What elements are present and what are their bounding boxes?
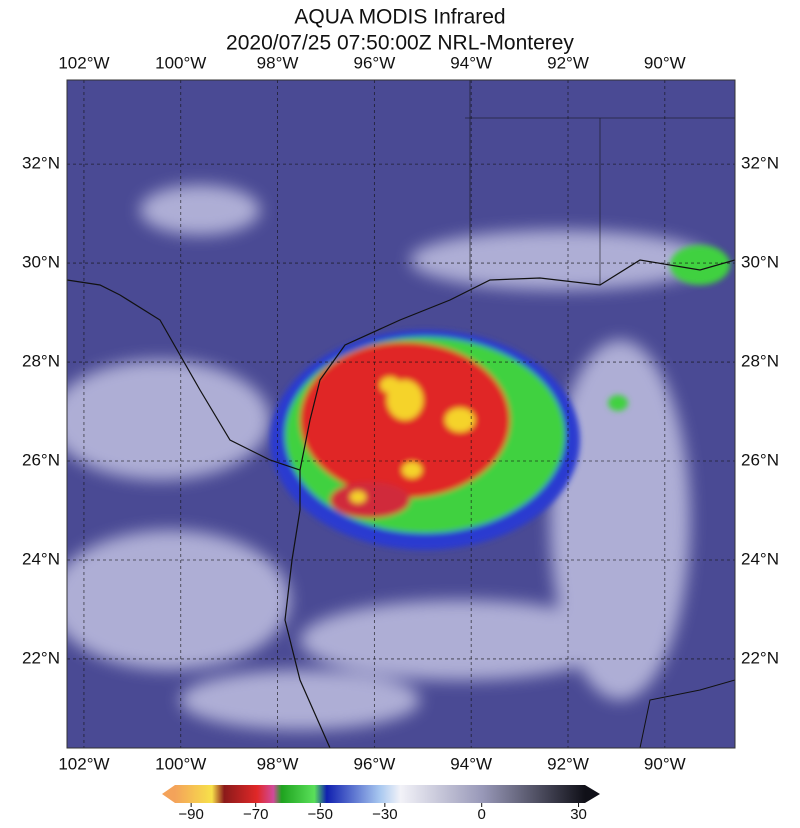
colorbar-tick-label: −30 (372, 806, 397, 823)
lon-label-bottom: 102°W (58, 754, 109, 773)
lon-label-bottom: 92°W (547, 754, 589, 773)
colorbar-tick-label: −90 (178, 806, 203, 823)
lon-label-bottom: 100°W (155, 754, 206, 773)
lon-label-bottom: 98°W (257, 754, 299, 773)
lon-label-top: 92°W (547, 53, 589, 72)
lat-label-left: 22°N (22, 648, 60, 667)
title: AQUA MODIS Infrared (294, 6, 505, 29)
lon-label-bottom: 90°W (644, 754, 686, 773)
lat-label-left: 30°N (22, 253, 60, 272)
lon-label-bottom: 96°W (353, 754, 395, 773)
subtitle: 2020/07/25 07:50:00Z NRL-Monterey (226, 32, 574, 55)
colorbar-tick-label: −70 (243, 806, 268, 823)
map-frame (66, 79, 736, 749)
colorbar-arrow-low (162, 785, 175, 803)
lat-label-right: 26°N (741, 450, 779, 469)
lat-label-left: 26°N (22, 450, 60, 469)
lon-label-top: 102°W (58, 53, 109, 72)
lat-label-left: 24°N (22, 549, 60, 568)
satellite-image (67, 80, 735, 748)
colorbar-tick-label: −50 (308, 806, 333, 823)
lat-label-right: 32°N (741, 154, 779, 173)
lon-label-top: 98°W (257, 53, 299, 72)
colorbar-arrow-high (585, 785, 600, 803)
lon-label-top: 100°W (155, 53, 206, 72)
lon-label-top: 96°W (353, 53, 395, 72)
lon-label-bottom: 94°W (450, 754, 492, 773)
lat-label-left: 32°N (22, 154, 60, 173)
colorbar-tick-label: 30 (570, 806, 587, 823)
lon-label-top: 94°W (450, 53, 492, 72)
lat-label-left: 28°N (22, 352, 60, 371)
lat-label-right: 24°N (741, 549, 779, 568)
colorbar (175, 785, 585, 803)
lat-label-right: 28°N (741, 352, 779, 371)
lat-label-right: 22°N (741, 648, 779, 667)
lat-label-right: 30°N (741, 253, 779, 272)
colorbar-tick-label: 0 (478, 806, 486, 823)
lon-label-top: 90°W (644, 53, 686, 72)
